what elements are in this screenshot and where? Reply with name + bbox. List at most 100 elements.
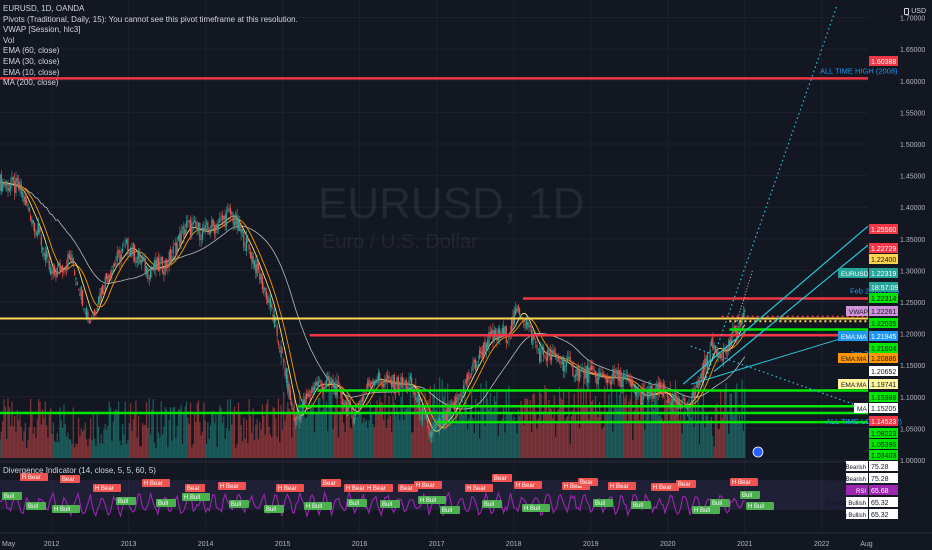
volume-bar <box>376 400 378 458</box>
x-tick-label: 2016 <box>352 541 368 548</box>
volume-bar <box>465 401 467 458</box>
candle-body <box>541 346 543 349</box>
candle-body <box>229 208 232 215</box>
candle-body <box>171 256 173 260</box>
candle-body <box>646 389 649 399</box>
bear-label-bg <box>276 484 304 492</box>
candle-body <box>321 384 324 392</box>
bear-label-bg <box>185 484 205 492</box>
candle-body <box>216 223 218 231</box>
candle-body <box>367 381 369 389</box>
candle-body <box>511 319 513 333</box>
volume-bar <box>377 413 379 458</box>
osc-tag-value: 65.32 <box>871 512 889 519</box>
candle-body <box>475 359 477 371</box>
price-tag-bg <box>869 379 898 389</box>
volume-bar <box>48 413 50 458</box>
candle-body <box>253 260 256 268</box>
candle-body <box>540 347 542 362</box>
bull-label: H Bull <box>182 493 210 501</box>
bull-label: H Bull <box>52 505 80 513</box>
candle-body <box>68 253 70 259</box>
candle-body <box>598 372 601 376</box>
bull-label-text: Bull <box>742 493 752 499</box>
candle-body <box>496 334 498 341</box>
legend-ema60[interactable]: EMA (60, close) <box>3 46 60 56</box>
volume-bar <box>637 407 639 458</box>
candle-body <box>156 257 158 270</box>
legend-ema30[interactable]: EMA (30, close) <box>3 56 60 66</box>
volume-bar <box>460 412 462 458</box>
volume-bar <box>542 411 545 458</box>
volume-bar <box>373 427 375 458</box>
candle-body <box>732 328 734 338</box>
price-tag: 1.19741 EMA:MA <box>838 379 898 389</box>
bear-label-text: Bear <box>187 486 200 492</box>
candle-body <box>347 404 349 416</box>
legend-pivots[interactable]: Pivots (Traditional, Daily, 15): You can… <box>3 14 298 24</box>
volume-bar <box>532 394 534 458</box>
volume-bar <box>393 403 395 458</box>
candle-body <box>28 207 30 213</box>
symbol-title[interactable]: EURUSD, 1D, OANDA <box>3 4 85 13</box>
volume-bar <box>30 398 32 458</box>
volume-bar <box>592 399 594 458</box>
currency-button[interactable]: USD <box>904 5 926 17</box>
volume-bar <box>656 392 658 458</box>
candle-body <box>179 233 181 246</box>
bear-label: H Bear <box>365 484 393 492</box>
candle-body <box>296 414 298 420</box>
candle-body <box>43 251 45 257</box>
candle-body <box>307 393 309 397</box>
oscillator-legend[interactable]: Divergence Indicator (14, close, 5, 5, 6… <box>3 466 156 475</box>
legend-vwap[interactable]: VWAP [Session, hlc3] <box>3 25 81 35</box>
legend-ema10[interactable]: EMA (10, close) <box>3 67 60 77</box>
bull-label-text: Bull <box>266 507 276 513</box>
candle-body <box>268 299 270 303</box>
candle-body <box>612 369 614 382</box>
osc-tag-value: 65.32 <box>871 500 889 507</box>
volume-bar <box>706 414 709 458</box>
candle-body <box>529 325 531 327</box>
volume-bar <box>537 418 539 458</box>
legend-ma200[interactable]: MA (200, close) <box>3 78 59 88</box>
volume-bar <box>387 419 389 458</box>
bull-label-bg <box>156 499 176 507</box>
volume-bar <box>395 415 397 458</box>
volume-bar <box>289 410 292 458</box>
volume-bar <box>701 405 703 458</box>
candle-body <box>371 381 373 385</box>
price-tag-bg <box>869 331 898 341</box>
volume-bar <box>355 412 357 458</box>
flag-icon-circle <box>752 446 764 458</box>
candle-body <box>729 337 731 349</box>
volume-bar <box>311 402 313 458</box>
price-tag: 1.22729 <box>869 243 898 253</box>
bull-label-text: H Bull <box>420 498 436 504</box>
volume-bar <box>82 431 84 458</box>
candle-body <box>714 345 717 351</box>
volume-bar <box>459 402 461 458</box>
candle-body <box>594 371 597 378</box>
volume-bar <box>189 402 192 458</box>
legend-vol[interactable]: Vol <box>3 35 15 45</box>
candle-body <box>692 390 694 399</box>
volume-bar <box>245 419 248 458</box>
candle-body <box>513 310 515 324</box>
bear-label-text: H Bear <box>610 484 629 490</box>
volume-bar <box>300 418 302 458</box>
candle-body <box>480 347 482 354</box>
volume-bar <box>201 431 204 458</box>
osc-tag: RSI 65.68 <box>846 485 898 495</box>
volume-bar <box>509 413 511 458</box>
candle-body <box>668 398 670 403</box>
candle-body <box>427 419 429 423</box>
candle-body <box>528 322 530 328</box>
bear-label-text: H Bear <box>367 486 386 492</box>
candle-body <box>56 267 58 277</box>
volume-bar <box>329 391 332 458</box>
volume-bar <box>419 387 421 458</box>
candle-body <box>544 355 546 357</box>
volume-bar <box>541 424 543 458</box>
